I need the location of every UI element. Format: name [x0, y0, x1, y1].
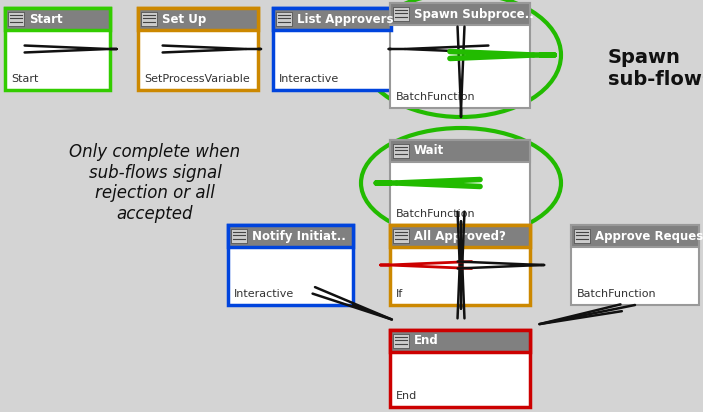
- Bar: [5, 8, 110, 90]
- Bar: [138, 8, 258, 30]
- Bar: [273, 8, 391, 30]
- Bar: [393, 334, 409, 348]
- Bar: [390, 140, 530, 162]
- Text: Start: Start: [29, 12, 63, 26]
- Bar: [390, 225, 530, 247]
- Bar: [138, 8, 258, 30]
- Bar: [390, 140, 530, 162]
- Bar: [390, 3, 530, 25]
- Text: Spawn Subproce..: Spawn Subproce..: [414, 7, 534, 21]
- Bar: [8, 12, 24, 26]
- Text: Only complete when
sub-flows signal
rejection or all
accepted: Only complete when sub-flows signal reje…: [70, 143, 240, 223]
- Text: Start: Start: [11, 74, 39, 84]
- Text: End: End: [396, 391, 418, 401]
- Bar: [390, 3, 530, 108]
- Text: BatchFunction: BatchFunction: [577, 289, 657, 299]
- Bar: [571, 225, 699, 247]
- Bar: [273, 8, 391, 30]
- Bar: [5, 8, 110, 30]
- Text: End: End: [414, 335, 439, 347]
- Bar: [393, 7, 409, 21]
- Bar: [393, 144, 409, 158]
- Bar: [393, 229, 409, 243]
- Bar: [390, 330, 530, 352]
- Bar: [571, 225, 699, 305]
- Text: BatchFunction: BatchFunction: [396, 209, 476, 219]
- Text: Approve Reques..: Approve Reques..: [595, 229, 703, 243]
- Bar: [5, 8, 110, 30]
- Bar: [276, 12, 292, 26]
- Text: Interactive: Interactive: [279, 74, 340, 84]
- Text: SetProcessVariable: SetProcessVariable: [144, 74, 250, 84]
- Bar: [574, 229, 590, 243]
- Text: Spawn
sub-flows: Spawn sub-flows: [608, 48, 703, 89]
- Text: BatchFunction: BatchFunction: [396, 92, 476, 102]
- Text: Notify Initiat..: Notify Initiat..: [252, 229, 346, 243]
- Bar: [390, 3, 530, 25]
- Bar: [571, 225, 699, 247]
- Bar: [390, 225, 530, 247]
- Text: All Approved?: All Approved?: [414, 229, 506, 243]
- Text: Set Up: Set Up: [162, 12, 206, 26]
- Bar: [228, 225, 353, 247]
- Bar: [141, 12, 157, 26]
- Bar: [390, 330, 530, 407]
- Bar: [390, 330, 530, 352]
- Bar: [390, 140, 530, 225]
- Bar: [390, 225, 530, 305]
- Text: List Approvers: List Approvers: [297, 12, 394, 26]
- Text: If: If: [396, 289, 404, 299]
- Bar: [228, 225, 353, 305]
- Bar: [228, 225, 353, 247]
- Bar: [231, 229, 247, 243]
- Bar: [138, 8, 258, 90]
- Text: Interactive: Interactive: [234, 289, 295, 299]
- Text: Wait: Wait: [414, 145, 444, 157]
- Bar: [273, 8, 391, 90]
